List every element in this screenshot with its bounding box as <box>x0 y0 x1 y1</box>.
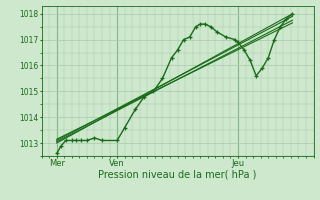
X-axis label: Pression niveau de la mer( hPa ): Pression niveau de la mer( hPa ) <box>99 170 257 180</box>
